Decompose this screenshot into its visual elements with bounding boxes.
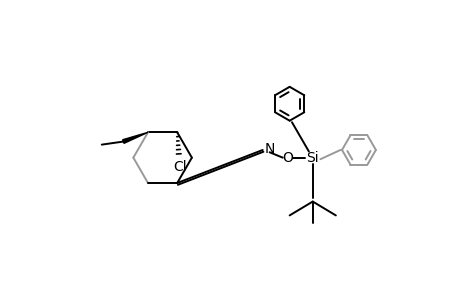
- Polygon shape: [123, 132, 148, 143]
- Text: Si: Si: [306, 151, 319, 165]
- Text: N: N: [263, 142, 274, 156]
- Text: Cl: Cl: [173, 160, 187, 174]
- Text: O: O: [282, 151, 293, 165]
